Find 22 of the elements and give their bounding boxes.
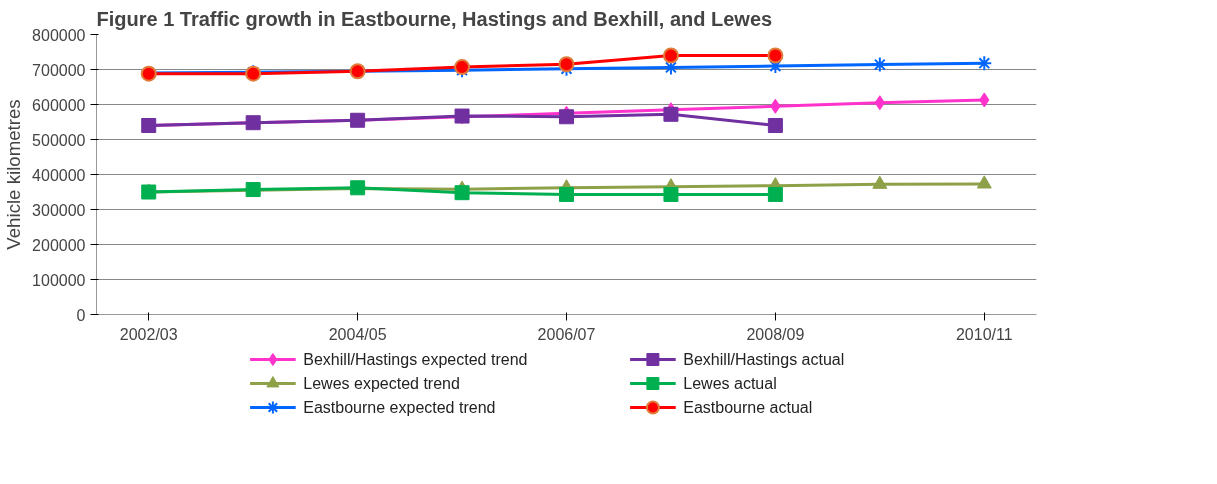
legend-label: Bexhill/Hastings actual [683,351,845,368]
x-tick-label: 2010/11 [955,325,1013,343]
legend-label: Lewes expected trend [303,375,460,392]
x-tick-label: 2008/09 [746,325,805,343]
y-tick-label: 200000 [32,236,86,254]
y-tick-label: 0 [76,306,86,324]
y-tick-label: 300000 [32,201,86,219]
y-tick-label: 100000 [32,271,86,289]
chart-title: Figure 1 Traffic growth in Eastbourne, Hastings and Bexhill, and Lewes [96,7,773,30]
y-tick-label: 700000 [32,61,86,79]
x-tick-label: 2006/07 [537,325,596,343]
x-tick-label: 2002/03 [119,325,178,343]
y-tick-label: 800000 [32,26,86,44]
y-tick-label: 500000 [32,131,86,149]
y-tick-label: 400000 [32,166,86,184]
legend-label: Lewes actual [683,375,777,392]
legend-label: Eastbourne expected trend [303,399,496,416]
y-tick-label: 600000 [32,96,86,114]
legend-label: Eastbourne actual [683,399,813,416]
y-axis-title: Vehicle kilometres [3,99,25,250]
x-tick-label: 2004/05 [328,325,387,343]
legend-label: Bexhill/Hastings expected trend [303,351,528,368]
